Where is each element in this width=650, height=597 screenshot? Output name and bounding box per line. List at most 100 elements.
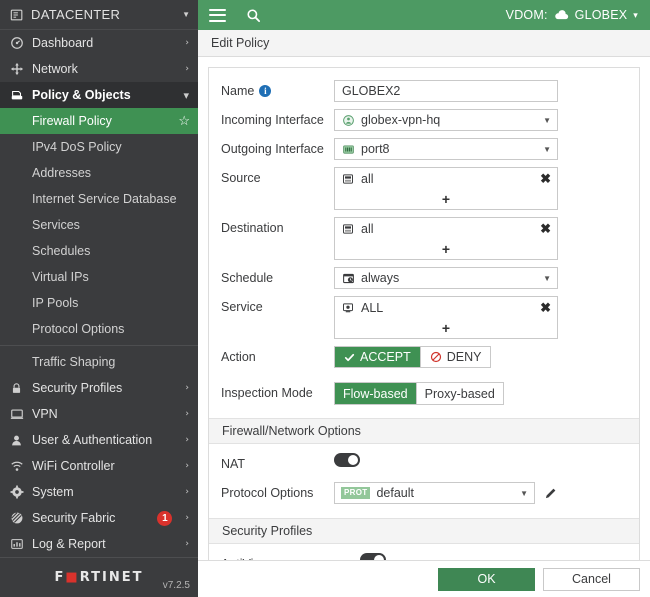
sidebar-device-selector[interactable]: DATACENTER ▼	[0, 0, 198, 30]
sidebar-item-label: Protocol Options	[32, 322, 125, 336]
vpn-tunnel-icon	[341, 113, 355, 127]
sidebar-item-label: Firewall Policy	[32, 114, 112, 128]
protocol-options-select[interactable]: PROT default ▼	[334, 482, 535, 504]
vdom-selector[interactable]: VDOM: GLOBEX ▾	[506, 8, 638, 22]
sidebar-divider	[0, 345, 198, 346]
nat-toggle[interactable]	[334, 453, 360, 467]
sidebar-item-ip-pools[interactable]: IP Pools	[0, 290, 198, 316]
destination-multiselect[interactable]: all ✖ +	[334, 217, 558, 260]
cancel-button[interactable]: Cancel	[543, 567, 640, 591]
sidebar-item-dashboard[interactable]: Dashboard ›	[0, 30, 198, 56]
toggle-knob	[374, 555, 384, 560]
incoming-interface-control: globex-vpn-hq ▼	[334, 109, 558, 131]
name-input[interactable]: GLOBEX2	[334, 80, 558, 102]
source-item-value: all	[361, 171, 374, 186]
action-deny-label: DENY	[446, 350, 482, 364]
sidebar-item-label: Traffic Shaping	[32, 355, 116, 369]
gear-icon	[9, 485, 24, 500]
sidebar-item-schedules[interactable]: Schedules	[0, 238, 198, 264]
action-deny-button[interactable]: DENY	[420, 347, 491, 367]
chevron-down-icon: ▼	[520, 488, 528, 498]
schedule-select[interactable]: always ▼	[334, 267, 558, 289]
sidebar-item-label: Virtual IPs	[32, 270, 89, 284]
action-accept-button[interactable]: ACCEPT	[335, 347, 421, 367]
sidebar-item-label: Policy & Objects	[32, 88, 131, 102]
sidebar-item-network[interactable]: Network ›	[0, 56, 198, 82]
pencil-icon[interactable]	[544, 486, 558, 500]
chevron-right-icon: ›	[185, 383, 189, 393]
sidebar-item-firewall-policy[interactable]: Firewall Policy ☆	[0, 108, 198, 134]
top-bar: VDOM: GLOBEX ▾	[198, 0, 650, 30]
service-multiselect[interactable]: ALL ✖ +	[334, 296, 558, 339]
field-row-source: Source all ✖ +	[209, 167, 639, 210]
sidebar-item-policy-objects[interactable]: Policy & Objects ▾	[0, 82, 198, 108]
sidebar-item-label: Security Profiles	[32, 381, 123, 395]
destination-add-button[interactable]: +	[441, 241, 451, 257]
close-icon[interactable]: ✖	[540, 171, 551, 186]
field-row-service: Service ALL ✖ +	[209, 296, 639, 339]
outgoing-interface-label: Outgoing Interface	[221, 142, 324, 156]
sidebar-item-traffic-shaping[interactable]: Traffic Shaping	[0, 349, 198, 375]
protocol-options-label: Protocol Options	[221, 486, 314, 500]
sidebar-item-wifi-controller[interactable]: WiFi Controller ›	[0, 453, 198, 479]
sidebar: DATACENTER ▼ Dashboard › Network ›	[0, 0, 198, 597]
star-icon[interactable]: ☆	[178, 113, 190, 128]
action-accept-label: ACCEPT	[360, 350, 411, 364]
sidebar-item-addresses[interactable]: Addresses	[0, 160, 198, 186]
hamburger-icon[interactable]	[209, 8, 226, 22]
sidebar-item-security-profiles[interactable]: Security Profiles ›	[0, 375, 198, 401]
wifi-icon	[9, 459, 24, 474]
outgoing-interface-select[interactable]: port8 ▼	[334, 138, 558, 160]
sidebar-item-services[interactable]: Services	[0, 212, 198, 238]
outgoing-interface-control: port8 ▼	[334, 138, 558, 160]
antivirus-toggle[interactable]	[360, 553, 386, 560]
inspection-mode-proxy-button[interactable]: Proxy-based	[416, 383, 503, 404]
sidebar-item-log-report[interactable]: Log & Report ›	[0, 531, 198, 557]
sidebar-item-label: Log & Report	[32, 537, 106, 551]
close-icon[interactable]: ✖	[540, 300, 551, 315]
field-row-outgoing-interface: Outgoing Interface port8 ▼	[209, 138, 639, 160]
incoming-interface-label: Incoming Interface	[221, 113, 324, 127]
version-label: v7.2.5	[162, 580, 190, 591]
field-row-inspection-mode: Inspection Mode Flow-based Proxy-based	[209, 382, 639, 405]
check-icon	[344, 352, 355, 363]
network-port-icon	[341, 142, 355, 156]
subnet-icon	[341, 222, 355, 236]
info-icon[interactable]: i	[259, 85, 272, 97]
section-header-security-profiles: Security Profiles	[209, 518, 639, 544]
inspection-mode-flow-button[interactable]: Flow-based	[335, 383, 417, 404]
close-icon[interactable]: ✖	[540, 221, 551, 236]
source-add-button[interactable]: +	[441, 191, 451, 207]
search-icon[interactable]	[246, 8, 261, 23]
sidebar-item-vpn[interactable]: VPN ›	[0, 401, 198, 427]
field-row-schedule: Schedule always ▼	[209, 267, 639, 289]
chevron-down-icon: ▼	[543, 115, 551, 125]
toggle-knob	[348, 455, 358, 465]
sidebar-item-system[interactable]: System ›	[0, 479, 198, 505]
chevron-right-icon: ›	[185, 461, 189, 471]
sidebar-item-protocol-options[interactable]: Protocol Options	[0, 316, 198, 342]
chevron-down-icon: ▾	[633, 9, 638, 20]
sidebar-item-ipv4-dos-policy[interactable]: IPv4 DoS Policy	[0, 134, 198, 160]
service-icon	[341, 301, 355, 315]
sidebar-item-security-fabric[interactable]: Security Fabric 1 ›	[0, 505, 198, 531]
section-header-firewall-network-options: Firewall/Network Options	[209, 418, 639, 444]
sidebar-item-label: System	[32, 485, 74, 499]
source-multiselect[interactable]: all ✖ +	[334, 167, 558, 210]
ok-button[interactable]: OK	[438, 567, 535, 591]
chevron-right-icon: ›	[185, 487, 189, 497]
chevron-right-icon: ›	[185, 64, 189, 74]
fabric-icon	[9, 511, 24, 526]
cloud-icon	[554, 9, 569, 21]
sidebar-item-user-authentication[interactable]: User & Authentication ›	[0, 427, 198, 453]
destination-control: all ✖ +	[334, 217, 558, 260]
sidebar-item-internet-service-database[interactable]: Internet Service Database	[0, 186, 198, 212]
device-name: DATACENTER	[31, 7, 121, 22]
incoming-interface-select[interactable]: globex-vpn-hq ▼	[334, 109, 558, 131]
inspection-mode-control: Flow-based Proxy-based	[334, 382, 558, 405]
list-item: all ✖	[335, 218, 557, 239]
service-add-button[interactable]: +	[441, 320, 451, 336]
protocol-options-value: default	[376, 486, 414, 500]
sidebar-item-virtual-ips[interactable]: Virtual IPs	[0, 264, 198, 290]
sidebar-footer: F ■ RTINET v7.2.5	[0, 557, 198, 597]
